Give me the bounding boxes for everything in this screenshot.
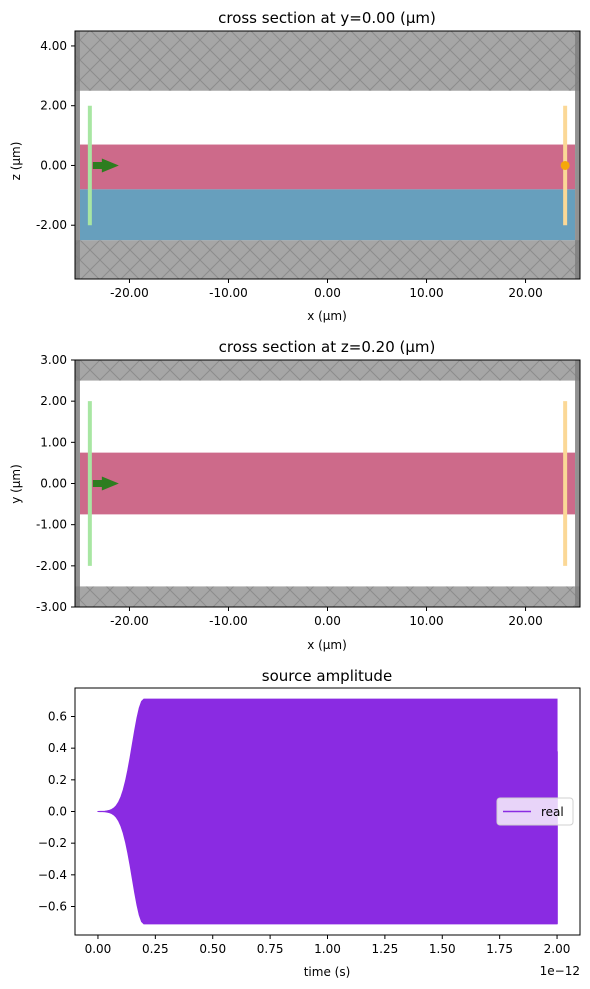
x-tick-label: 2.00	[544, 942, 571, 956]
waveguide-structure	[79, 144, 576, 190]
x-tick-label: 1.50	[429, 942, 456, 956]
x-tick-label: 0.25	[142, 942, 169, 956]
panel-3-title: source amplitude	[262, 667, 392, 685]
y-tick-label: 2.00	[40, 394, 67, 408]
boundary-strip	[75, 360, 80, 607]
panel-3-x-offset-label: 1e−12	[540, 964, 580, 978]
source-direction-arrow	[92, 158, 119, 173]
y-tick-label: 4.00	[40, 39, 67, 53]
y-tick-label: 0.00	[40, 158, 67, 172]
y-tick-label: 2.00	[40, 99, 67, 113]
boundary-strip	[575, 31, 580, 279]
x-tick-label: 10.00	[409, 614, 443, 628]
monitor-point	[560, 160, 570, 170]
legend: real	[496, 797, 574, 826]
y-tick-label: −0.6	[38, 900, 67, 914]
panel-1-plot-area	[75, 31, 580, 279]
panel-3-plot-area	[75, 688, 580, 935]
x-tick-label: 0.00	[314, 614, 341, 628]
panel-3-xlabel: time (s)	[304, 965, 351, 979]
substrate-structure	[79, 189, 576, 241]
cross-section-z-panel: cross section at z=0.20 (μm) -20.00 -10.0…	[9, 338, 581, 652]
x-tick-label: -10.00	[209, 614, 248, 628]
pml-region	[75, 31, 580, 91]
legend-box	[496, 797, 574, 826]
pml-region	[75, 360, 580, 381]
pml-region	[75, 240, 580, 279]
x-tick-label: 0.50	[199, 942, 226, 956]
y-tick-label: −0.2	[38, 836, 67, 850]
legend-label: real	[541, 805, 564, 819]
y-tick-label: 1.00	[40, 435, 67, 449]
panel-1-ylabel: z (μm)	[9, 142, 23, 181]
x-tick-label: 0.00	[314, 286, 341, 300]
x-tick-label: 1.75	[486, 942, 513, 956]
y-tick-label: 0.0	[48, 805, 67, 819]
pml-region	[75, 586, 580, 607]
y-tick-label: -2.00	[36, 559, 67, 573]
panel-1-title: cross section at y=0.00 (μm)	[218, 9, 436, 27]
x-tick-label: 20.00	[508, 614, 542, 628]
y-tick-label: -2.00	[36, 218, 67, 232]
boundary-strip	[575, 360, 580, 607]
x-tick-label: -20.00	[110, 614, 149, 628]
y-tick-label: -3.00	[36, 600, 67, 614]
panel-2-plot-area	[75, 360, 580, 607]
panel-1-xlabel: x (μm)	[307, 309, 347, 323]
y-tick-label: 0.2	[48, 773, 67, 787]
waveguide-structure	[79, 452, 576, 515]
panel-3-axes: 0.00 0.25 0.50 0.75 1.00 1.25 1.50 1.75 2.00 −0.6…	[38, 687, 581, 956]
x-tick-label: -10.00	[209, 286, 248, 300]
real-series-envelope	[97, 698, 558, 925]
boundary-strip	[75, 31, 80, 279]
panel-2-xlabel: x (μm)	[307, 638, 347, 652]
source-direction-arrow	[92, 476, 119, 491]
x-tick-label: 20.00	[508, 286, 542, 300]
y-tick-label: -1.00	[36, 518, 67, 532]
y-tick-label: 0.00	[40, 477, 67, 491]
source-amplitude-panel: source amplitude 0.00 0.25 0.50 0.75 1.00 1.2…	[38, 667, 581, 979]
panel-2-ylabel: y (μm)	[9, 464, 23, 504]
x-tick-label: 1.25	[372, 942, 399, 956]
x-tick-label: 1.00	[314, 942, 341, 956]
x-tick-label: 0.00	[85, 942, 112, 956]
x-tick-label: 10.00	[409, 286, 443, 300]
panel-2-axes: -20.00 -10.00 0.00 10.00 20.00 -3.00 -2.00 -1.0…	[36, 353, 581, 628]
panel-2-title: cross section at z=0.20 (μm)	[219, 338, 436, 356]
y-tick-label: 0.6	[48, 710, 67, 724]
x-tick-label: 0.75	[257, 942, 284, 956]
y-tick-label: 0.4	[48, 741, 67, 755]
y-tick-label: −0.4	[38, 868, 67, 882]
panel-1-axes: -20.00 -10.00 0.00 10.00 20.00 -2.00 0.00 2.00 4…	[36, 30, 581, 300]
cross-section-y-panel: cross section at y=0.00 (μm) -20.00 -10.0…	[9, 9, 581, 323]
x-tick-label: -20.00	[110, 286, 149, 300]
y-tick-label: 3.00	[40, 353, 67, 367]
